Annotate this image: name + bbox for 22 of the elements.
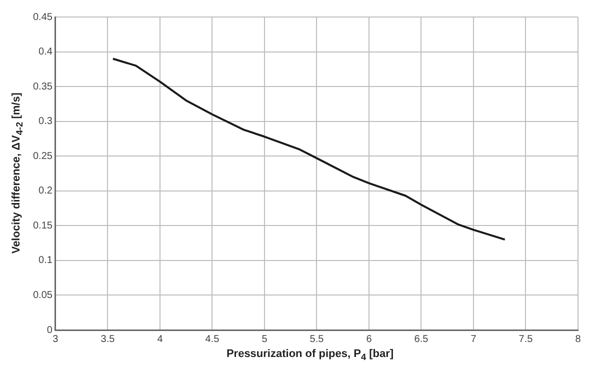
x-tick-label: 7.5	[518, 334, 534, 345]
x-tick-label: 5	[262, 334, 268, 345]
y-tick-label: 0.25	[32, 150, 53, 162]
x-tick-label: 6	[366, 334, 372, 345]
y-tick-label: 0.05	[32, 290, 53, 301]
y-tick-label: 0.1	[38, 255, 53, 266]
x-tick-label: 8	[575, 334, 582, 345]
y-tick-label: 0.35	[32, 81, 53, 92]
x-tick-label: 4.5	[205, 334, 220, 345]
x-tick-label: 4	[157, 334, 164, 345]
x-tick-label: 7	[470, 334, 477, 345]
x-tick-label: 3	[52, 334, 59, 345]
x-tick-label: 5.5	[310, 334, 324, 345]
y-tick-label: 0.15	[32, 220, 53, 232]
y-tick-label: 0.4	[38, 46, 53, 58]
y-tick-label: 0.2	[38, 186, 53, 197]
y-tick-label: 0	[46, 324, 53, 336]
x-axis-title: Pressurization of pipes, P$_{4}$ [bar]	[225, 348, 395, 362]
x-tick-label: 6.5	[414, 334, 429, 345]
y-tick-label: 0.45	[32, 12, 53, 23]
x-tick-label: 3.5	[100, 334, 116, 345]
y-tick-label: 0.3	[38, 116, 53, 128]
